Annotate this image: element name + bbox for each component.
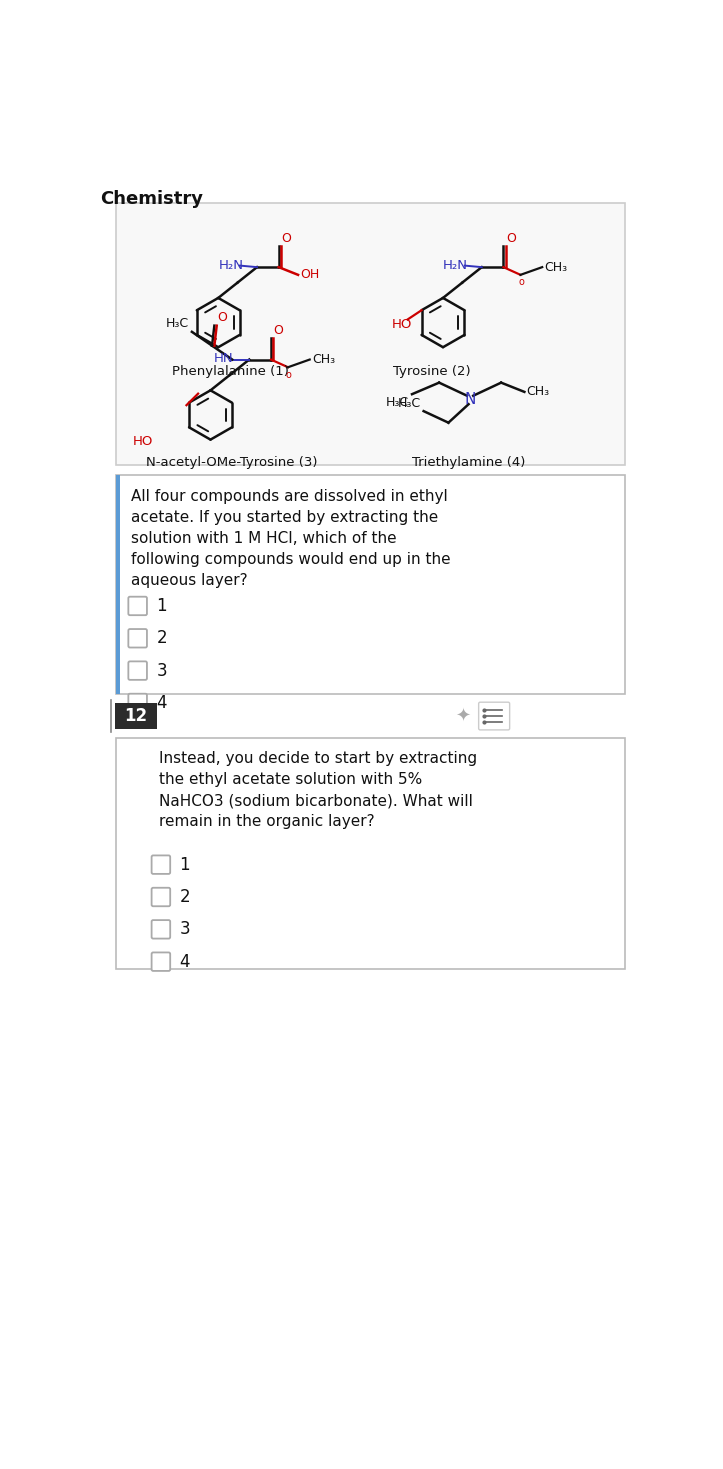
Text: HO: HO (392, 317, 412, 331)
Text: o: o (286, 370, 291, 379)
Text: HN: HN (213, 351, 234, 364)
Text: H₂N: H₂N (443, 259, 468, 272)
Text: N-acetyl-OMe-Tyrosine (3): N-acetyl-OMe-Tyrosine (3) (146, 455, 317, 469)
Text: 1: 1 (179, 855, 190, 874)
Text: CH₃: CH₃ (526, 385, 549, 398)
Text: O: O (281, 232, 291, 245)
Text: Tyrosine (2): Tyrosine (2) (393, 364, 470, 378)
FancyBboxPatch shape (152, 887, 170, 906)
Text: CH₃: CH₃ (312, 353, 335, 366)
Text: 12: 12 (124, 707, 147, 726)
FancyBboxPatch shape (129, 629, 147, 648)
FancyBboxPatch shape (129, 693, 147, 712)
Bar (116, 737, 625, 968)
Text: H₂N: H₂N (218, 259, 243, 272)
Text: Instead, you decide to start by extracting
the ethyl acetate solution with 5%
Na: Instead, you decide to start by extracti… (158, 752, 476, 830)
Text: N: N (464, 392, 476, 407)
Text: HO: HO (133, 435, 153, 448)
Text: CH₃: CH₃ (544, 260, 568, 273)
Text: H₃C: H₃C (386, 395, 409, 408)
Bar (116, 203, 625, 466)
Text: 3: 3 (179, 921, 190, 939)
FancyBboxPatch shape (152, 855, 170, 874)
Text: Phenylalanine (1): Phenylalanine (1) (172, 364, 288, 378)
Text: O: O (218, 311, 227, 325)
Text: H₃C: H₃C (398, 397, 421, 410)
FancyBboxPatch shape (479, 702, 510, 730)
Bar (116, 474, 120, 695)
Text: o: o (518, 278, 524, 286)
Text: ✦: ✦ (455, 707, 470, 726)
Text: 2: 2 (156, 629, 167, 648)
FancyBboxPatch shape (129, 661, 147, 680)
FancyBboxPatch shape (152, 952, 170, 971)
FancyBboxPatch shape (129, 596, 147, 616)
FancyBboxPatch shape (152, 920, 170, 939)
Text: 4: 4 (156, 693, 167, 712)
Text: 2: 2 (179, 887, 190, 906)
Text: O: O (273, 325, 283, 338)
Text: 1: 1 (156, 596, 167, 616)
Text: OH: OH (300, 269, 320, 282)
Text: Triethylamine (4): Triethylamine (4) (412, 455, 526, 469)
Text: O: O (506, 232, 515, 245)
FancyBboxPatch shape (115, 704, 157, 729)
Text: 3: 3 (156, 661, 167, 680)
Bar (116, 474, 625, 695)
Text: H₃C: H₃C (166, 317, 189, 331)
Text: 4: 4 (179, 953, 190, 971)
Text: Chemistry: Chemistry (100, 190, 202, 209)
Text: All four compounds are dissolved in ethyl
acetate. If you started by extracting : All four compounds are dissolved in ethy… (132, 489, 451, 588)
